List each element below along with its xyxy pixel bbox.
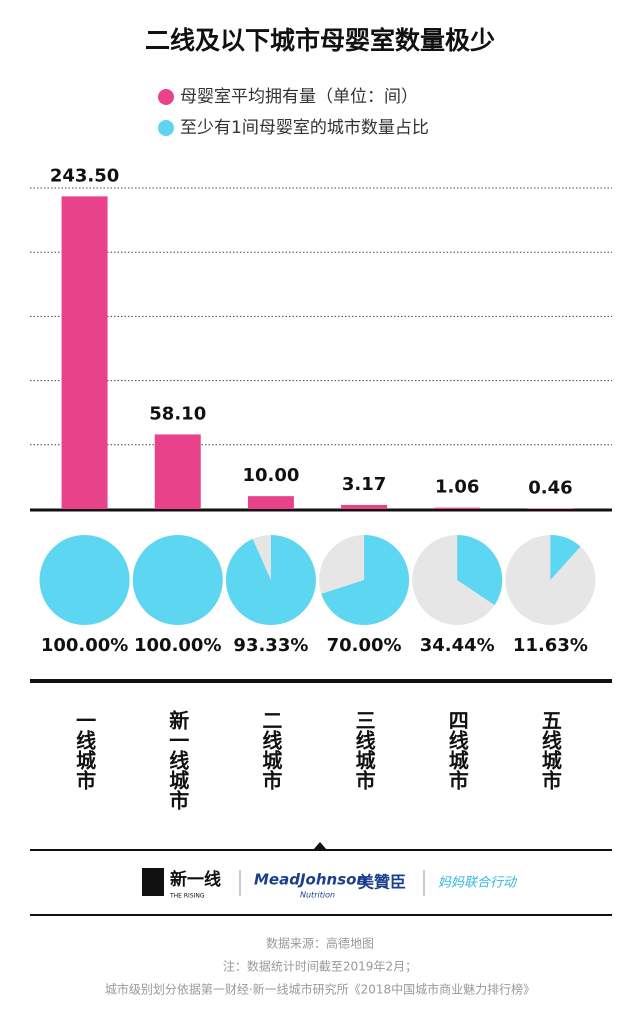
category-label: 四线城市 <box>445 710 469 790</box>
legend-label: 母婴室平均拥有量（单位：间） <box>180 87 418 107</box>
footer-text: 数据来源：高德地图 <box>266 936 374 951</box>
bar <box>434 507 481 509</box>
logo-icon <box>142 868 164 896</box>
pie-slice <box>225 535 316 626</box>
legend-marker <box>158 89 174 105</box>
data-label: 34.44% <box>420 635 495 656</box>
bar <box>61 196 108 509</box>
category-label: 新一线城市 <box>166 709 190 810</box>
logo-text: 新一线 <box>170 869 221 890</box>
logo-text: 美贊臣 <box>358 873 406 892</box>
data-label: 243.50 <box>50 165 119 186</box>
data-label: 70.00% <box>327 635 402 656</box>
data-label: 58.10 <box>149 403 206 424</box>
logo-text: MeadJohnson <box>254 871 367 889</box>
pie-slice <box>550 535 581 580</box>
chart-title: 二线及以下城市母婴室数量极少 <box>145 26 495 55</box>
logo-text: THE RISING <box>169 893 205 900</box>
category-label: 五线城市 <box>538 710 562 790</box>
footer-text: 注：数据统计时间截至2019年2月； <box>223 959 417 974</box>
data-label: 0.46 <box>528 477 572 498</box>
logo-text: Nutrition <box>300 891 335 900</box>
category-label: 三线城市 <box>352 710 376 790</box>
data-label: 100.00% <box>134 635 222 656</box>
data-label: 3.17 <box>342 474 386 495</box>
bar <box>341 504 388 509</box>
data-label: 1.06 <box>435 477 479 498</box>
divider-arrow <box>313 842 327 850</box>
pie-slice <box>457 535 503 606</box>
bar <box>154 434 201 509</box>
footer-text: 城市级别划分依据第一财经·新一线城市研究所《2018中国城市商业魅力排行榜》 <box>105 982 535 997</box>
legend-label: 至少有1间母婴室的城市数量占比 <box>180 118 429 138</box>
data-label: 93.33% <box>233 635 308 656</box>
category-label: 二线城市 <box>259 710 283 790</box>
pie-slice <box>321 535 410 626</box>
pie-slice <box>132 535 223 625</box>
data-label: 11.63% <box>513 635 588 656</box>
category-label: 一线城市 <box>73 710 97 790</box>
legend-marker <box>158 120 174 136</box>
pie-slice <box>39 535 130 625</box>
bar <box>247 496 294 509</box>
data-label: 100.00% <box>41 635 129 656</box>
data-label: 10.00 <box>242 465 299 486</box>
logo-text: 妈妈联合行动 <box>438 876 518 891</box>
bar <box>527 508 574 509</box>
